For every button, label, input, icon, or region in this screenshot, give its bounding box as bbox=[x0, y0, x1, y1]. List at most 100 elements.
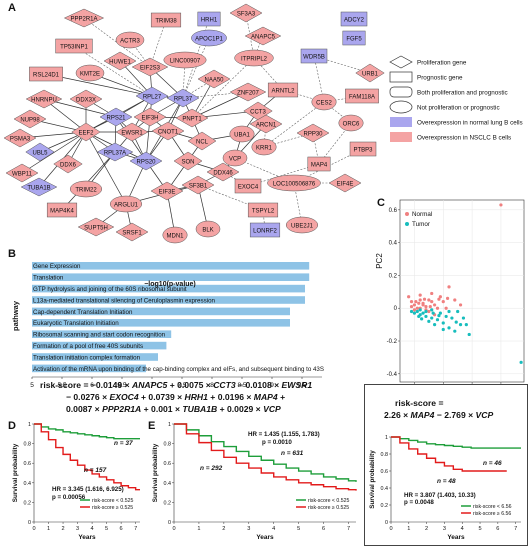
network-node-label: RPP30 bbox=[303, 131, 323, 137]
ellipse-shape bbox=[115, 31, 145, 49]
network-node-label: DDX3X bbox=[76, 97, 96, 103]
network-node-label: SON bbox=[181, 159, 194, 165]
pathway-bar bbox=[32, 330, 172, 338]
network-node-label: HUWE1 bbox=[109, 59, 131, 65]
network-node-rps20: RPS20 bbox=[129, 151, 163, 171]
diamond-shape bbox=[229, 3, 263, 23]
network-node-label: MAP4K4 bbox=[50, 208, 74, 214]
scatter-point-normal bbox=[435, 306, 440, 310]
network-node-eef2: EEF2 bbox=[71, 122, 101, 142]
network-node-apoc1p1: APOC1P1 bbox=[191, 29, 227, 47]
network-node-hrh1: HRH1 bbox=[197, 11, 221, 27]
rect-shape bbox=[55, 38, 93, 54]
network-node-map4k4: MAP4K4 bbox=[46, 202, 78, 218]
rect-shape bbox=[249, 222, 281, 238]
network-node-label: EIF2S3 bbox=[140, 65, 161, 71]
y-tick-label: 0.2 bbox=[164, 500, 172, 506]
network-node-label: ITPRIPL2 bbox=[241, 56, 268, 62]
p-value: p = 0.00056 bbox=[52, 494, 86, 501]
network-node-rps21: RPS21 bbox=[99, 107, 133, 127]
scatter-point-normal bbox=[438, 295, 442, 299]
x-tick-label: 6 bbox=[120, 526, 123, 532]
ellipse-shape bbox=[222, 149, 248, 167]
network-node-linc00907: LINC00907 bbox=[163, 51, 207, 69]
network-node-ewsr1: EWSR1 bbox=[115, 122, 149, 142]
pathway-bar bbox=[32, 341, 167, 350]
y-tick-label: 0 bbox=[28, 520, 31, 526]
scatter-point-tumor bbox=[453, 329, 457, 333]
x-tick-label: 3 bbox=[247, 526, 250, 532]
diamond-shape bbox=[249, 114, 283, 134]
diamond-shape bbox=[99, 107, 133, 127]
scatter-point-normal bbox=[421, 303, 425, 307]
ellipse-shape bbox=[163, 51, 207, 69]
scatter-point-tumor bbox=[454, 320, 458, 324]
diamond-shape bbox=[96, 142, 134, 162]
scatter-point-normal bbox=[412, 308, 417, 312]
network-node-supt5h: SUPT5H bbox=[77, 217, 115, 237]
scatter-point-normal bbox=[441, 300, 445, 304]
network-node-map4: MAP4 bbox=[307, 156, 331, 172]
scatter-point-tumor bbox=[450, 316, 454, 320]
scatter-point-tumor bbox=[430, 316, 434, 320]
p-value: p = 0.0010 bbox=[262, 439, 292, 446]
rect-shape bbox=[46, 202, 78, 218]
scatter-point-tumor bbox=[447, 326, 451, 330]
network-node-rsl24d1: RSL24D1 bbox=[29, 66, 63, 82]
x-tick-label: 5 bbox=[297, 526, 300, 532]
diamond-shape bbox=[115, 122, 149, 142]
network-node-naa50: NAA50 bbox=[197, 69, 231, 89]
scatter-point-tumor bbox=[418, 313, 422, 317]
network-node-ptbp3: PTBP3 bbox=[349, 141, 377, 157]
pathway-bar bbox=[32, 296, 305, 304]
diamond-shape bbox=[13, 109, 47, 129]
y-axis-title: Survival probability bbox=[12, 443, 19, 502]
network-node-tspyl2: TSPYL2 bbox=[247, 202, 279, 218]
diamond-shape bbox=[197, 69, 231, 89]
network-node-vcp: VCP bbox=[222, 149, 248, 167]
scatter-point-tumor bbox=[418, 308, 422, 312]
network-node-label: EIF3H bbox=[141, 115, 158, 121]
network-edge bbox=[313, 55, 371, 74]
x-tick-label: 6 bbox=[322, 526, 325, 532]
equation-main-line1: risk-score = −0.0149 × ANAPC5 + 0.0075 ×… bbox=[40, 380, 313, 390]
y-tick-label: 0.2 bbox=[389, 273, 398, 279]
network-node-label: NAA50 bbox=[204, 77, 224, 83]
diamond-shape bbox=[5, 163, 39, 183]
x-tick-label: 0 bbox=[172, 526, 175, 532]
scatter-point-tumor bbox=[456, 309, 460, 314]
legend-label: risk-score < 0.525 bbox=[92, 498, 133, 504]
x-tick-label: 2 bbox=[61, 526, 64, 532]
network-node-label: RPL27 bbox=[143, 94, 162, 100]
network-node-label: LONRF2 bbox=[253, 228, 277, 234]
scatter-point-tumor bbox=[519, 360, 523, 364]
survival-curve-low bbox=[174, 423, 357, 482]
network-node-trim22: TRIM22 bbox=[69, 180, 103, 198]
pathway-label: Translation bbox=[33, 275, 64, 282]
network-node-eif4e: EIF4E bbox=[328, 173, 362, 193]
scatter-point-tumor bbox=[417, 314, 421, 319]
scatter-point-normal bbox=[428, 304, 432, 309]
hazard-ratio: HR = 3.345 (1.616, 6.925) bbox=[52, 486, 124, 493]
network-node-label: EIF3E bbox=[159, 189, 176, 195]
scatter-point-tumor bbox=[458, 323, 463, 327]
network-node-blk: BLK bbox=[195, 220, 221, 238]
scatter-point-normal bbox=[409, 304, 414, 309]
y-tick-label: -0.2 bbox=[387, 339, 398, 345]
rect-shape bbox=[267, 82, 299, 98]
ellipse-shape bbox=[229, 125, 255, 143]
network-node-label: LINC00907 bbox=[170, 58, 201, 64]
scatter-point-tumor bbox=[435, 318, 440, 322]
network-node-krr1: KRR1 bbox=[251, 138, 277, 156]
diamond-shape bbox=[296, 123, 330, 143]
y-tick-label: -0.4 bbox=[387, 372, 398, 378]
diamond-shape bbox=[244, 26, 282, 46]
pathway-label: L13a-mediated translational silencing of… bbox=[33, 297, 216, 304]
network-node-orc6: ORC6 bbox=[338, 114, 364, 132]
survival-curve-low bbox=[34, 423, 140, 440]
scatter-point-normal bbox=[445, 296, 450, 300]
network-node-label: FGF5 bbox=[346, 36, 362, 42]
km-plot-d: 0 1 2 3 4 5 6 7 0 0.2 0.4 0.6 0.8 1 Years Survival prob… bbox=[12, 422, 140, 541]
network-node-label: RPS20 bbox=[136, 159, 156, 165]
scatter-point-normal bbox=[433, 313, 437, 317]
